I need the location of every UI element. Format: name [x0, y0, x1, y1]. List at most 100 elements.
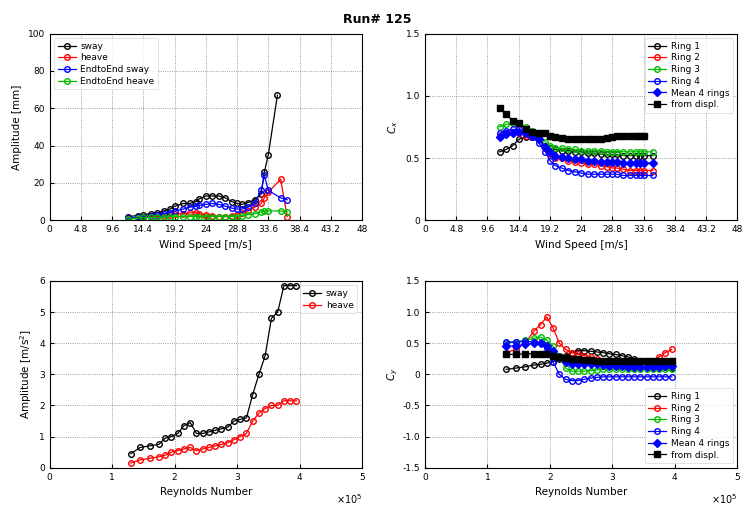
Mean 4 rings [570, 156, 579, 162]
Ring 4 [592, 374, 601, 381]
Mean 4 rings [514, 129, 523, 135]
Ring 2 [501, 349, 510, 356]
Ring 3 [530, 335, 539, 341]
Mean 4 rings [530, 340, 539, 346]
Ring 2 [586, 354, 595, 360]
EndtoEnd sway [153, 211, 162, 218]
from displ. [586, 357, 595, 363]
Text: $\times 10^5$: $\times 10^5$ [711, 492, 738, 506]
Line: Ring 1: Ring 1 [497, 134, 655, 158]
from displ. [535, 130, 544, 136]
Mean 4 rings [655, 364, 664, 370]
Ring 4 [521, 130, 530, 136]
X-axis label: Reynolds Number: Reynolds Number [535, 487, 627, 497]
from displ. [636, 358, 645, 364]
heave [167, 449, 176, 455]
Ring 3 [612, 149, 621, 155]
sway [198, 430, 207, 436]
Ring 4 [625, 172, 634, 178]
from displ. [649, 358, 658, 364]
sway [263, 152, 273, 158]
Mean 4 rings [586, 361, 595, 368]
Ring 2 [624, 362, 633, 368]
Ring 2 [514, 130, 523, 136]
heave [237, 210, 246, 216]
from displ. [530, 351, 539, 357]
Ring 1 [521, 134, 530, 140]
EndtoEnd sway [192, 203, 201, 209]
Mean 4 rings [636, 364, 645, 370]
sway [230, 418, 239, 424]
EndtoEnd sway [214, 201, 223, 207]
Ring 4 [520, 338, 529, 344]
heave [260, 405, 270, 412]
from displ. [592, 358, 601, 364]
from displ. [643, 358, 652, 364]
Ring 3 [632, 149, 641, 155]
Ring 2 [550, 155, 559, 161]
Ring 2 [541, 145, 550, 151]
Mean 4 rings [624, 364, 633, 370]
from displ. [557, 135, 566, 141]
from displ. [580, 357, 589, 363]
EndtoEnd sway [260, 172, 269, 178]
heave [233, 211, 242, 218]
heave [292, 398, 301, 404]
EndtoEnd heave [146, 215, 155, 221]
Mean 4 rings [577, 156, 586, 162]
Mean 4 rings [511, 343, 520, 349]
sway [292, 283, 301, 289]
Ring 4 [635, 172, 644, 178]
Ring 2 [508, 130, 517, 136]
heave [276, 176, 285, 183]
Mean 4 rings [649, 160, 658, 166]
sway [242, 415, 251, 421]
heave [217, 441, 226, 447]
Ring 4 [501, 339, 510, 345]
Ring 2 [649, 358, 658, 364]
Ring 4 [570, 169, 579, 175]
EndtoEnd heave [233, 214, 242, 220]
EndtoEnd heave [123, 216, 132, 222]
Ring 3 [608, 149, 617, 155]
Line: heave: heave [128, 398, 299, 466]
Mean 4 rings [639, 160, 648, 166]
Ring 1 [611, 352, 620, 358]
Ring 3 [514, 120, 523, 126]
heave [185, 210, 194, 216]
from displ. [625, 132, 634, 139]
Line: from displ.: from displ. [504, 351, 674, 363]
Line: Ring 3: Ring 3 [497, 120, 655, 155]
from displ. [635, 132, 644, 139]
Ring 4 [602, 171, 612, 177]
from displ. [542, 352, 551, 358]
heave [145, 455, 154, 462]
Ring 1 [508, 143, 517, 149]
EndtoEnd heave [170, 214, 179, 220]
Line: Ring 2: Ring 2 [497, 130, 655, 173]
Ring 2 [549, 325, 558, 331]
sway [126, 451, 135, 457]
Mean 4 rings [521, 130, 530, 136]
Mean 4 rings [567, 361, 576, 367]
Ring 1 [630, 356, 639, 362]
Ring 3 [570, 146, 579, 153]
Ring 4 [514, 126, 523, 132]
Ring 2 [639, 168, 648, 174]
Ring 3 [639, 149, 648, 155]
heave [263, 189, 273, 195]
sway [279, 283, 288, 289]
sway [155, 441, 164, 447]
Ring 2 [635, 168, 644, 174]
sway [186, 419, 195, 425]
Ring 2 [596, 162, 606, 169]
sway [139, 211, 148, 218]
EndtoEnd heave [220, 214, 230, 220]
from displ. [667, 358, 676, 364]
Mean 4 rings [599, 362, 608, 368]
Line: Ring 1: Ring 1 [504, 348, 674, 372]
EndtoEnd heave [202, 214, 211, 220]
Ring 1 [624, 354, 633, 360]
Ring 4 [655, 374, 664, 380]
from displ. [630, 358, 639, 364]
